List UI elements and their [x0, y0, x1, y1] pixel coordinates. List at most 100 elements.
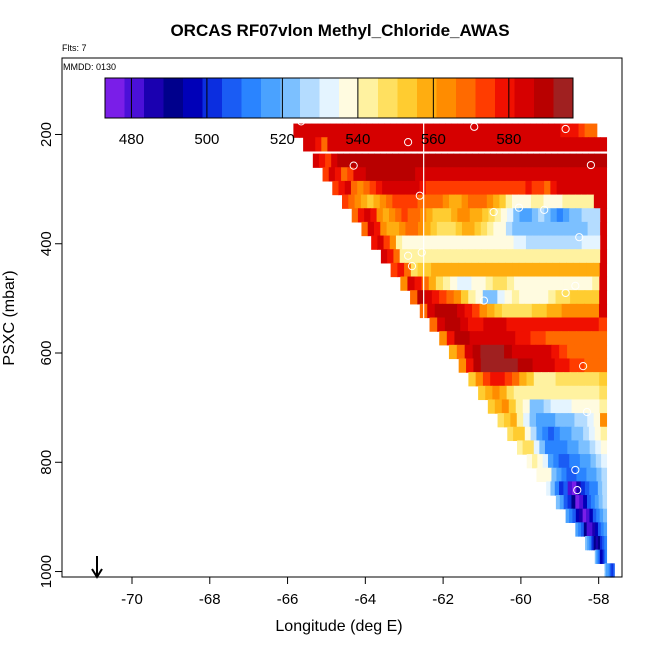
heatmap-cell — [447, 153, 455, 168]
heatmap-cell — [592, 522, 596, 537]
colorbar: 480 500 520 540 560 580 — [104, 77, 574, 148]
heatmap-cell — [519, 372, 528, 387]
heatmap-cell — [519, 180, 527, 196]
heatmap-cell — [517, 123, 525, 138]
heatmap-cell — [556, 440, 563, 455]
heatmap-cell — [552, 262, 560, 278]
heatmap-cell — [563, 167, 571, 182]
heatmap-cell — [531, 208, 539, 223]
y-tick-label: 600 — [38, 340, 55, 365]
heatmap-cell — [506, 180, 514, 196]
heatmap-cell — [506, 385, 515, 401]
heatmap-cell — [423, 194, 431, 209]
heatmap-cell — [600, 208, 608, 223]
heatmap-cell — [309, 137, 316, 152]
heatmap-cell — [408, 123, 416, 138]
heatmap-cell — [589, 536, 593, 551]
heatmap-cell — [390, 123, 398, 138]
heatmap-cell — [450, 180, 458, 196]
heatmap-cell — [482, 208, 489, 223]
heatmap-cell — [588, 426, 596, 442]
sample-point — [582, 407, 592, 417]
heatmap-cell — [407, 180, 414, 196]
heatmap-cell — [499, 276, 508, 291]
heatmap-cell — [610, 563, 613, 578]
heatmap-cell — [490, 153, 497, 168]
heatmap-cell — [510, 413, 518, 428]
sample-point — [536, 567, 545, 577]
heatmap-cell — [568, 249, 576, 264]
heatmap-cell — [597, 549, 600, 564]
heatmap-cell — [493, 123, 501, 138]
heatmap-cell — [449, 303, 458, 319]
heatmap-cell — [575, 317, 584, 332]
colorbar-segment — [339, 78, 359, 118]
heatmap-cell — [584, 123, 592, 138]
heatmap-cell — [591, 467, 598, 482]
heatmap-cell — [572, 262, 581, 278]
heatmap-cell — [604, 563, 607, 578]
sample-point — [561, 124, 570, 134]
heatmap-cell — [594, 549, 597, 564]
heatmap-cell — [487, 221, 494, 237]
heatmap-cell — [520, 385, 529, 401]
colorbar-segment — [378, 78, 398, 118]
heatmap-cell — [397, 262, 405, 278]
heatmap-cell — [535, 385, 543, 401]
heatmap-cell — [601, 454, 608, 469]
heatmap-cell — [550, 399, 559, 414]
heatmap-cell — [475, 208, 483, 223]
heatmap-cell — [551, 344, 560, 360]
heatmap-cell — [536, 123, 543, 138]
heatmap-cell — [575, 495, 580, 510]
heatmap-cell — [570, 290, 578, 305]
heatmap-cell — [537, 317, 546, 332]
heatmap-cell — [533, 290, 542, 305]
heatmap-cell — [591, 303, 600, 319]
heatmap-cell — [592, 399, 601, 414]
sample-point — [442, 567, 452, 577]
heatmap-cell — [463, 208, 471, 223]
heatmap-cell — [583, 331, 592, 346]
colorbar-segment — [163, 78, 184, 118]
heatmap-cell — [446, 331, 456, 346]
colorbar-segment — [300, 78, 320, 118]
heatmap-cell — [568, 413, 576, 428]
heatmap-cell — [548, 372, 557, 387]
heatmap-cell — [498, 262, 506, 278]
heatmap-cell — [491, 137, 498, 152]
colorbar-segment — [456, 78, 476, 118]
heatmap-cell — [553, 331, 562, 346]
heatmap-cell — [454, 137, 462, 152]
heatmap-cell — [476, 235, 484, 250]
heatmap-cell — [388, 180, 396, 196]
sample-point — [518, 486, 527, 495]
heatmap-cell — [522, 440, 529, 455]
heatmap-cell — [593, 194, 601, 209]
sample-point — [505, 567, 514, 577]
heatmap-cell — [562, 290, 571, 305]
heatmap-cell — [481, 180, 489, 196]
heatmap-cell — [582, 344, 592, 360]
heatmap-cell — [367, 153, 375, 168]
heatmap-cell — [579, 495, 584, 510]
heatmap-cell — [599, 549, 602, 564]
heatmap-cell — [519, 344, 529, 360]
heatmap-cell — [425, 180, 433, 196]
heatmap-cell — [574, 413, 582, 428]
heatmap-cell — [493, 221, 501, 237]
heatmap-cell — [569, 235, 577, 250]
heatmap-cell — [509, 303, 518, 319]
colorbar-segment — [397, 78, 418, 118]
heatmap-cell — [344, 180, 352, 196]
heatmap-cell — [436, 137, 444, 152]
heatmap-cell — [562, 372, 571, 387]
date-label: MMDD: 0130 — [63, 62, 116, 72]
heatmap-cell — [458, 167, 466, 182]
heatmap-cell — [453, 290, 462, 305]
heatmap-cell — [526, 454, 533, 469]
heatmap-cell — [579, 508, 584, 523]
heatmap-cell — [600, 153, 608, 168]
heatmap-cell — [470, 235, 478, 250]
heatmap-cell — [496, 153, 504, 168]
